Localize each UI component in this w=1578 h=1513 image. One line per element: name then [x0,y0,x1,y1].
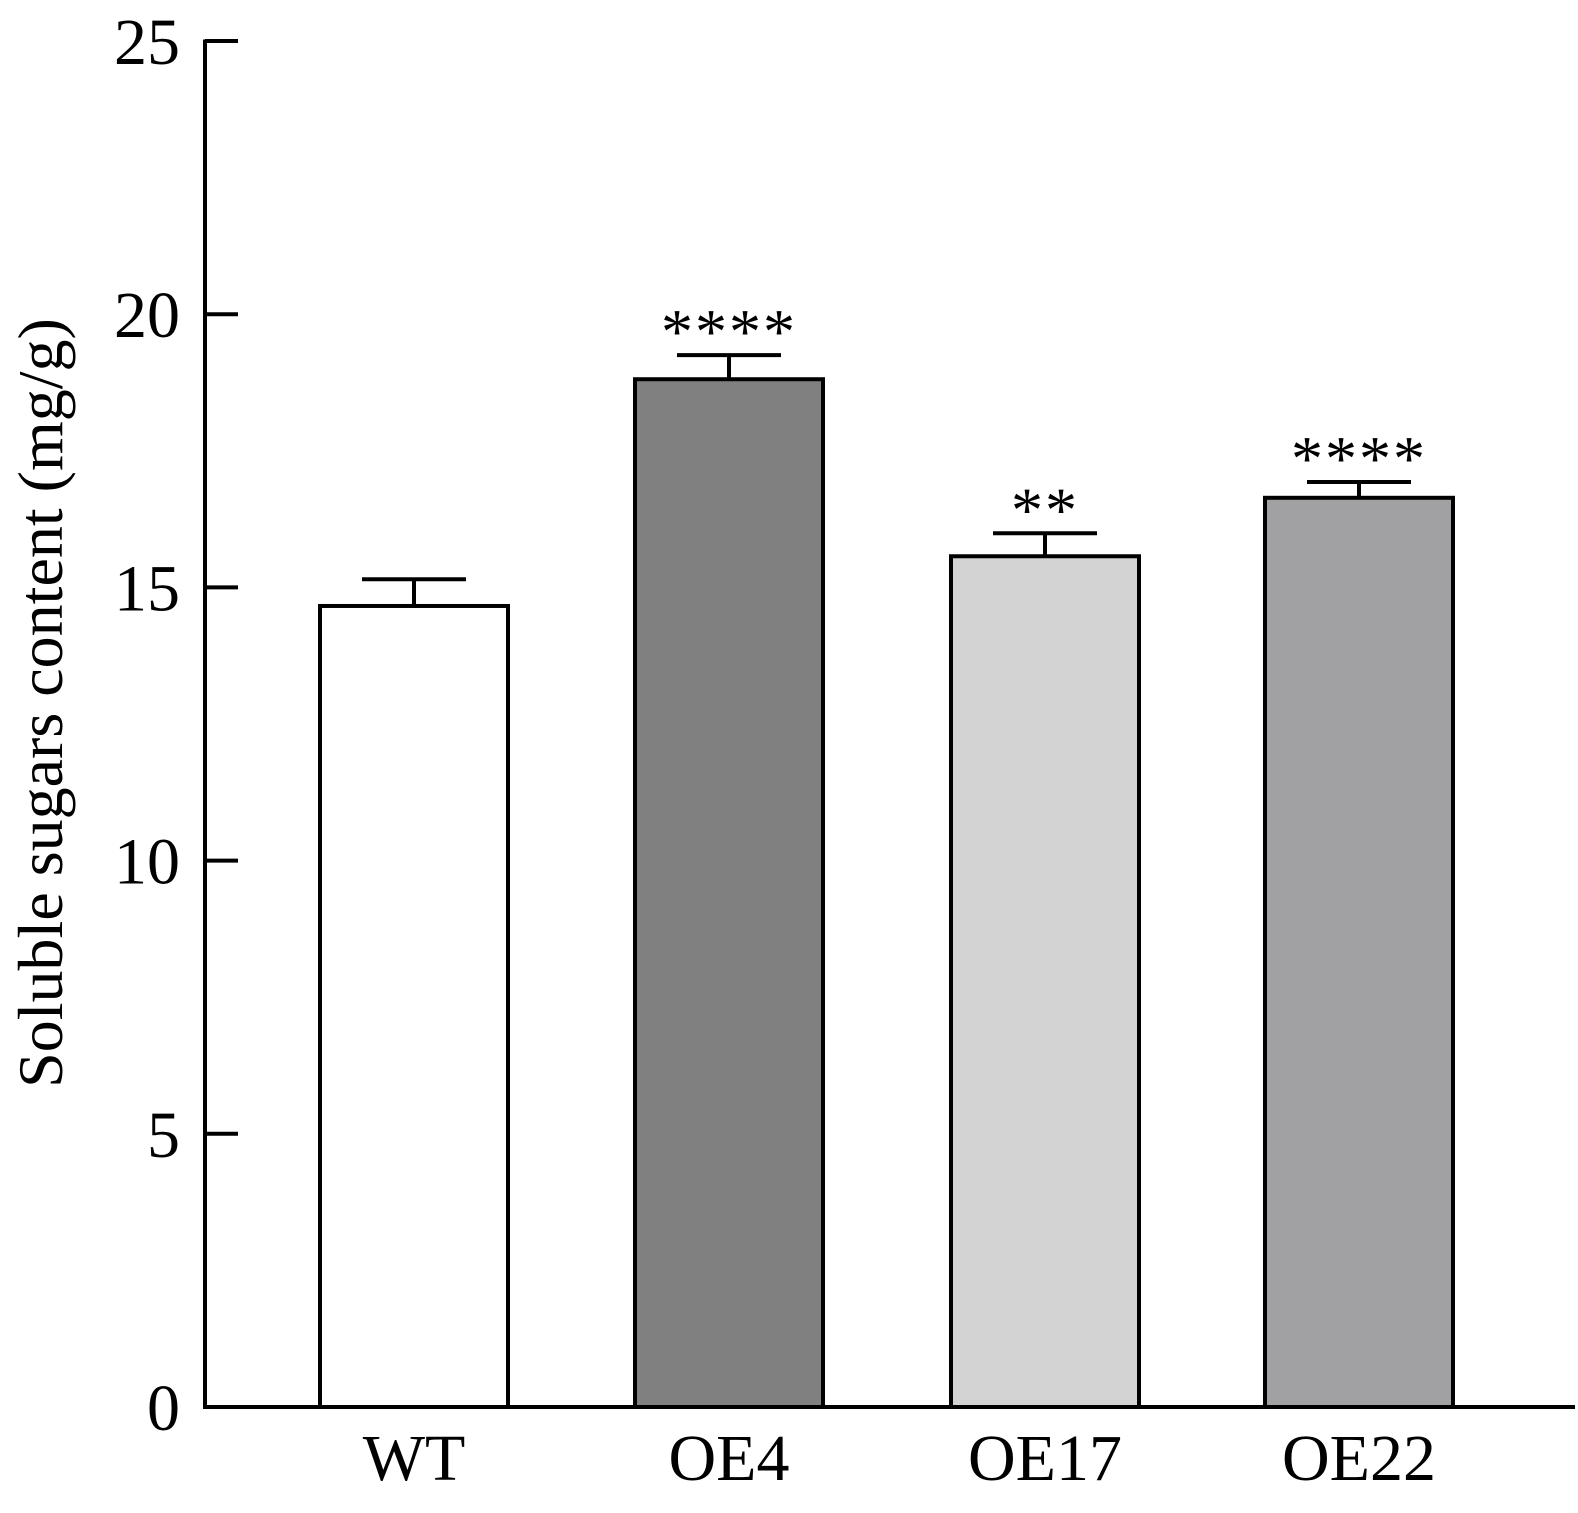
x-tick-label: OE17 [968,1422,1122,1495]
x-axis: WT OE4 OE17 OE22 [203,1405,1575,1495]
x-tick-label: WT [363,1422,466,1495]
y-tick-label: 10 [114,826,180,899]
bar-oe4 [633,377,825,1410]
significance-label: **** [661,296,797,367]
y-tick-label: 25 [114,6,180,79]
y-tick-label: 15 [114,552,180,625]
y-tick-label: 0 [147,1372,180,1445]
y-axis: 0 5 10 15 20 25 [114,6,238,1445]
bar-oe22 [1263,495,1455,1409]
bars: ********** [318,296,1455,1410]
x-tick-label: OE22 [1282,1422,1436,1495]
y-tick-label: 20 [114,279,180,352]
significance-label: **** [1291,423,1427,494]
x-tick-label: OE4 [669,1422,790,1495]
significance-label: ** [1011,474,1079,545]
bar-oe17 [949,554,1141,1409]
bar-wt [318,603,510,1409]
y-tick-label: 5 [147,1099,180,1172]
y-axis-label: Soluble sugars content (mg/g) [5,318,76,1088]
